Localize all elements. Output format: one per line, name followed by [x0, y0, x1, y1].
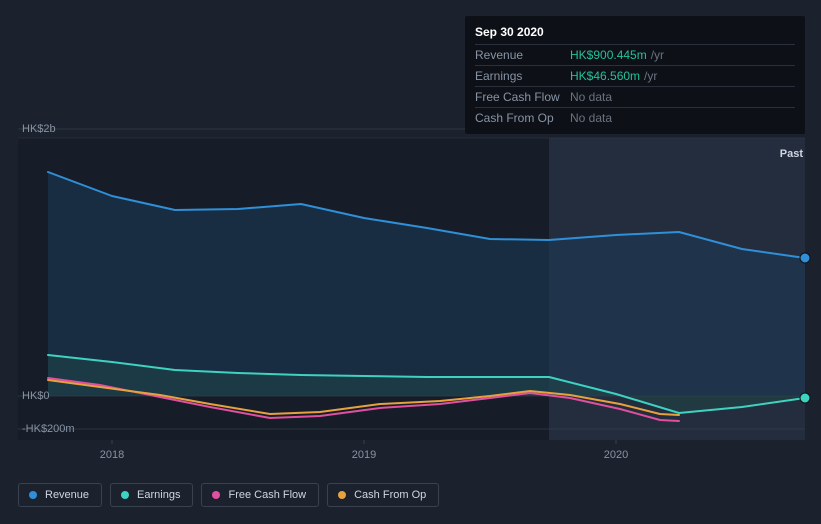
tooltip-value: No data: [570, 111, 612, 125]
legend-label: Revenue: [45, 489, 89, 501]
legend-dot-icon: [121, 491, 129, 499]
tooltip-label: Revenue: [475, 48, 570, 62]
x-tick-label: 2019: [352, 449, 376, 461]
tooltip-label: Cash From Op: [475, 111, 570, 125]
x-tick-label: 2018: [100, 449, 124, 461]
tooltip-value: HK$900.445m: [570, 48, 647, 62]
legend-dot-icon: [29, 491, 37, 499]
legend-label: Cash From Op: [354, 489, 426, 501]
tooltip-value: HK$46.560m: [570, 69, 640, 83]
tooltip-row: Cash From Op No data: [475, 107, 795, 128]
tooltip-row: Free Cash Flow No data: [475, 86, 795, 107]
y-tick-label: HK$2b: [22, 123, 56, 135]
tooltip-date: Sep 30 2020: [475, 22, 795, 44]
past-band-label: Past: [780, 148, 803, 160]
legend-dot-icon: [338, 491, 346, 499]
legend-dot-icon: [212, 491, 220, 499]
chart-legend: Revenue Earnings Free Cash Flow Cash Fro…: [18, 483, 439, 507]
legend-label: Free Cash Flow: [228, 489, 306, 501]
legend-label: Earnings: [137, 489, 180, 501]
tooltip-value: No data: [570, 90, 612, 104]
legend-item-cfo[interactable]: Cash From Op: [327, 483, 439, 507]
legend-item-revenue[interactable]: Revenue: [18, 483, 102, 507]
tooltip-per: /yr: [651, 48, 664, 62]
tooltip-label: Earnings: [475, 69, 570, 83]
legend-item-earnings[interactable]: Earnings: [110, 483, 193, 507]
financials-chart: HK$2b HK$0 -HK$200m Past 2018 2019 2020 …: [0, 0, 821, 524]
chart-tooltip: Sep 30 2020 Revenue HK$900.445m /yr Earn…: [465, 16, 805, 134]
y-tick-label: HK$0: [22, 390, 50, 402]
tooltip-row: Revenue HK$900.445m /yr: [475, 44, 795, 65]
tooltip-label: Free Cash Flow: [475, 90, 570, 104]
x-tick-label: 2020: [604, 449, 628, 461]
legend-item-fcf[interactable]: Free Cash Flow: [201, 483, 319, 507]
tooltip-per: /yr: [644, 69, 657, 83]
y-tick-label: -HK$200m: [22, 423, 75, 435]
tooltip-row: Earnings HK$46.560m /yr: [475, 65, 795, 86]
